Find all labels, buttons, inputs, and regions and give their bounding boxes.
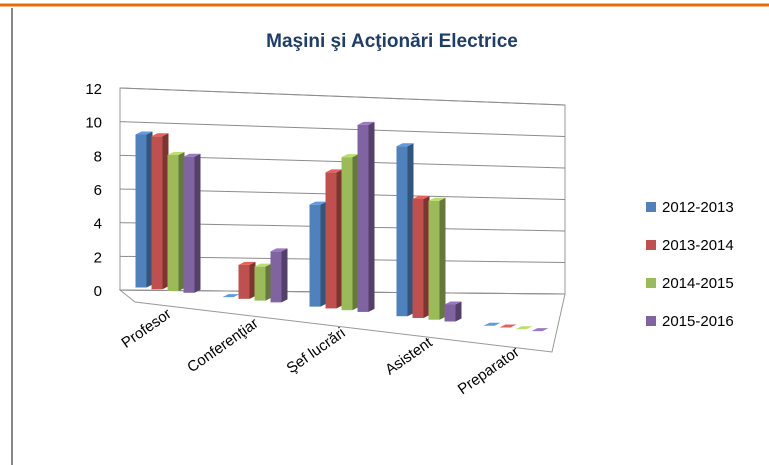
legend-label: 2014-2015 bbox=[662, 275, 734, 292]
bar-side bbox=[249, 261, 256, 299]
bar-front bbox=[135, 134, 147, 288]
bar-front bbox=[412, 198, 424, 318]
bar-side bbox=[439, 197, 446, 320]
grid-line bbox=[119, 121, 566, 137]
bar-top bbox=[483, 322, 501, 326]
bar-side bbox=[162, 133, 169, 290]
bar bbox=[222, 294, 240, 298]
bar-side bbox=[407, 143, 414, 317]
x-tick-label: Conferenţiar bbox=[184, 315, 261, 376]
bar bbox=[254, 263, 272, 301]
bar-front bbox=[270, 251, 282, 303]
bar-top bbox=[499, 324, 517, 328]
bar-top bbox=[309, 201, 327, 205]
legend-swatch bbox=[646, 240, 656, 250]
bar-side bbox=[265, 263, 272, 301]
bar bbox=[396, 143, 414, 317]
side-wall-edge bbox=[120, 88, 135, 100]
bar-top bbox=[167, 152, 185, 156]
bar-side bbox=[320, 201, 327, 307]
bar bbox=[412, 195, 430, 318]
legend-label: 2015-2016 bbox=[662, 313, 734, 330]
bar bbox=[483, 322, 501, 326]
bar-side bbox=[368, 121, 375, 312]
bar-top bbox=[183, 153, 201, 157]
bar-top bbox=[412, 195, 430, 199]
bar-front bbox=[309, 204, 321, 307]
bar bbox=[135, 131, 153, 288]
bar-top bbox=[270, 248, 288, 252]
bar-front bbox=[238, 264, 250, 299]
y-tick-label: 4 bbox=[94, 216, 102, 233]
chart-title: Maşini şi Acţionări Electrice bbox=[266, 31, 518, 52]
bar-front bbox=[396, 146, 408, 317]
bar bbox=[151, 133, 169, 290]
bar-front bbox=[357, 124, 369, 312]
bar-front bbox=[444, 304, 456, 322]
bar-top bbox=[531, 328, 549, 332]
bar-top bbox=[428, 197, 446, 201]
legend-swatch bbox=[646, 278, 656, 288]
bar-top bbox=[238, 261, 256, 265]
bar-top bbox=[151, 133, 169, 137]
x-tick-label: Asistent bbox=[382, 334, 436, 379]
bar-side bbox=[146, 131, 153, 288]
bar-side bbox=[336, 169, 343, 309]
bar-front bbox=[151, 136, 163, 290]
bar-top bbox=[444, 301, 462, 305]
bar-top bbox=[222, 294, 240, 298]
y-tick-label: 6 bbox=[94, 182, 102, 199]
bar bbox=[238, 261, 256, 299]
bar-top bbox=[135, 131, 153, 135]
bar-side bbox=[178, 152, 185, 292]
bar-top bbox=[341, 154, 359, 158]
bar bbox=[341, 154, 359, 311]
x-tick-label: Profesor bbox=[118, 305, 174, 351]
bar-top bbox=[515, 326, 533, 330]
bar bbox=[499, 324, 517, 328]
bar bbox=[515, 326, 533, 330]
y-tick-label: 10 bbox=[85, 115, 102, 132]
grid-line bbox=[119, 87, 566, 106]
bar bbox=[444, 301, 462, 322]
legend-label: 2013-2014 bbox=[662, 237, 734, 254]
bar-side bbox=[194, 153, 201, 293]
y-tick-label: 12 bbox=[85, 81, 102, 98]
legend-label: 2012-2013 bbox=[662, 199, 734, 216]
bar-side bbox=[352, 154, 359, 311]
bar bbox=[428, 197, 446, 320]
y-tick-label: 2 bbox=[94, 249, 102, 266]
bar bbox=[325, 169, 343, 309]
bar-top bbox=[396, 143, 414, 147]
bar-side bbox=[455, 301, 462, 322]
bar-front bbox=[428, 200, 440, 320]
bar bbox=[167, 152, 185, 292]
bar-top bbox=[325, 169, 343, 173]
bar-side bbox=[281, 248, 288, 303]
bar bbox=[270, 248, 288, 303]
bar-front bbox=[183, 156, 195, 293]
bar bbox=[357, 121, 375, 312]
bar bbox=[531, 328, 549, 332]
bar-front bbox=[325, 172, 337, 309]
bar-top bbox=[357, 121, 375, 125]
bar-front bbox=[341, 157, 353, 311]
legend-swatch bbox=[646, 202, 656, 212]
bar bbox=[183, 153, 201, 293]
bar bbox=[309, 201, 327, 307]
bar-front bbox=[254, 266, 266, 301]
x-tick-label: Preparator bbox=[455, 344, 523, 399]
y-tick-label: 8 bbox=[94, 148, 102, 165]
bar-front bbox=[167, 155, 179, 292]
bar-side bbox=[423, 195, 430, 318]
legend-swatch bbox=[646, 316, 656, 326]
x-tick-label: Şef lucrări bbox=[284, 324, 349, 377]
y-tick-label: 0 bbox=[94, 283, 102, 300]
bar-top bbox=[254, 263, 272, 267]
